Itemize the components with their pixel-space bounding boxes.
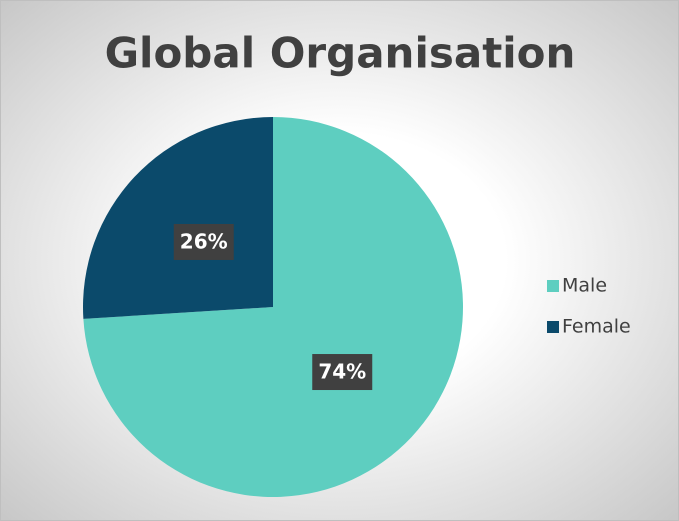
pie-slice: [83, 117, 464, 497]
legend-label: Male: [562, 275, 607, 297]
data-label: 26%: [180, 229, 228, 253]
chart-title: Global Organisation: [105, 29, 576, 78]
data-label: 74%: [318, 360, 366, 384]
data-label-box: [312, 354, 373, 391]
legend-swatch: [547, 280, 559, 292]
pie-slice: [83, 117, 273, 319]
data-label-box: [173, 223, 234, 260]
legend-label: Female: [562, 316, 631, 338]
legend-swatch: [547, 321, 559, 333]
